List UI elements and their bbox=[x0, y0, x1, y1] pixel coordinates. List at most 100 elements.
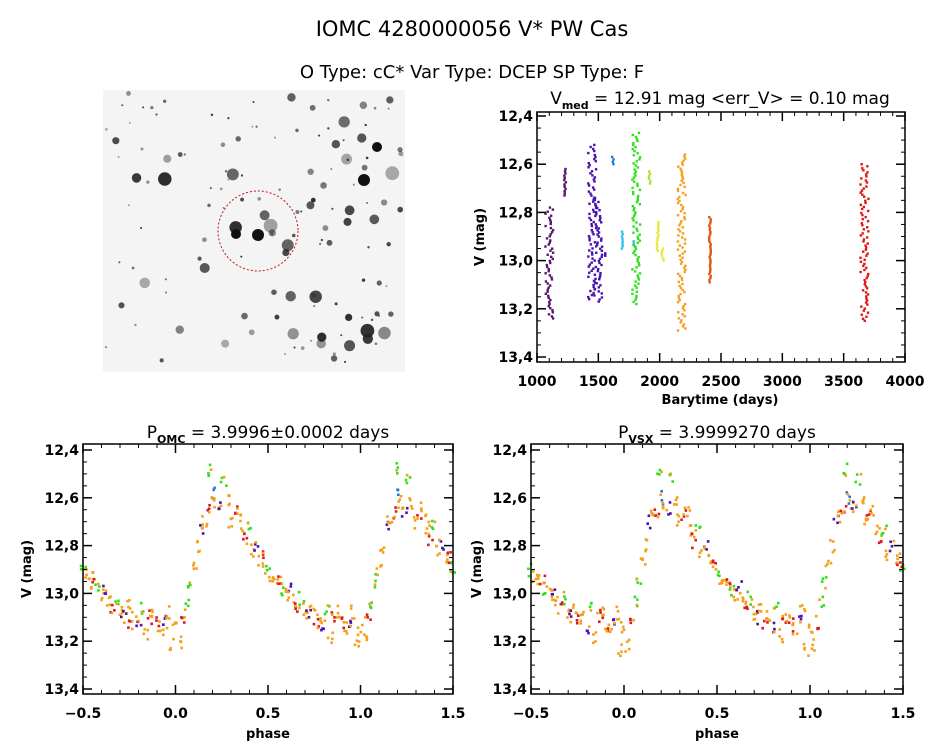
data-point bbox=[549, 214, 553, 217]
data-point bbox=[647, 514, 651, 518]
data-point bbox=[681, 252, 684, 255]
data-point bbox=[667, 513, 670, 516]
timeseries-xlabel: Barytime (days) bbox=[662, 393, 779, 408]
data-point bbox=[636, 598, 639, 602]
data-point bbox=[660, 499, 664, 502]
data-point bbox=[231, 516, 234, 520]
data-point bbox=[676, 240, 680, 243]
data-point bbox=[362, 633, 366, 636]
data-point bbox=[631, 205, 635, 208]
data-point bbox=[636, 182, 639, 185]
data-point bbox=[865, 315, 868, 318]
data-point bbox=[205, 525, 208, 528]
data-point bbox=[838, 520, 842, 524]
data-point bbox=[579, 619, 583, 623]
data-point bbox=[192, 564, 195, 567]
data-point bbox=[395, 462, 399, 465]
data-point bbox=[872, 514, 875, 517]
star bbox=[164, 278, 167, 281]
data-point bbox=[547, 267, 551, 271]
data-point bbox=[353, 643, 357, 647]
data-point bbox=[596, 229, 599, 232]
data-point bbox=[679, 262, 683, 265]
star bbox=[386, 96, 394, 104]
data-point bbox=[593, 280, 596, 283]
data-point bbox=[676, 272, 680, 276]
data-point bbox=[298, 603, 302, 607]
data-point bbox=[587, 235, 591, 238]
data-point bbox=[102, 584, 105, 588]
star bbox=[361, 164, 368, 171]
data-point bbox=[394, 510, 398, 513]
data-point bbox=[708, 234, 711, 238]
data-point bbox=[594, 168, 598, 171]
data-point bbox=[656, 225, 660, 228]
data-point bbox=[709, 251, 712, 255]
data-point bbox=[683, 290, 686, 294]
data-point bbox=[594, 223, 597, 226]
data-point bbox=[660, 470, 663, 474]
data-point bbox=[863, 268, 866, 272]
x-tick-label: 0.0 bbox=[163, 706, 188, 722]
data-point bbox=[807, 654, 810, 657]
data-point bbox=[611, 160, 614, 163]
data-point bbox=[551, 309, 554, 312]
data-point bbox=[442, 548, 445, 551]
data-point bbox=[709, 268, 712, 271]
data-point bbox=[309, 608, 313, 612]
data-point bbox=[679, 286, 683, 290]
y-tick-label: 13,4 bbox=[44, 682, 79, 698]
data-point bbox=[765, 610, 769, 613]
data-point bbox=[433, 520, 437, 524]
data-point bbox=[637, 282, 640, 285]
data-point bbox=[591, 208, 595, 212]
star bbox=[374, 311, 380, 317]
data-point bbox=[688, 509, 692, 512]
data-point bbox=[680, 179, 683, 183]
data-point bbox=[550, 276, 553, 279]
star bbox=[259, 210, 270, 221]
y-tick-label: 12,6 bbox=[498, 157, 533, 173]
data-point bbox=[820, 580, 824, 583]
data-point bbox=[120, 611, 124, 615]
data-point bbox=[156, 629, 160, 633]
data-point bbox=[861, 213, 864, 217]
data-point bbox=[129, 620, 132, 623]
data-point bbox=[627, 638, 631, 642]
data-point bbox=[550, 231, 554, 234]
data-point bbox=[858, 483, 862, 486]
data-point bbox=[744, 600, 748, 604]
data-point bbox=[684, 264, 687, 267]
data-point bbox=[860, 211, 863, 215]
data-point bbox=[404, 478, 408, 482]
data-point bbox=[596, 269, 600, 273]
star bbox=[310, 197, 316, 203]
star bbox=[385, 285, 388, 288]
data-point bbox=[109, 595, 112, 598]
data-point bbox=[757, 609, 761, 613]
observation-group bbox=[610, 155, 615, 166]
data-point bbox=[368, 605, 372, 608]
data-point bbox=[639, 582, 643, 585]
data-point bbox=[563, 178, 566, 182]
data-point bbox=[613, 621, 616, 625]
data-point bbox=[683, 218, 686, 221]
data-point bbox=[569, 615, 573, 618]
data-point bbox=[294, 607, 297, 611]
omc-phase-chart: POMC = 3.9996±0.0002 days phase V (mag) … bbox=[20, 423, 465, 742]
observation-group bbox=[603, 252, 607, 257]
data-point bbox=[772, 621, 776, 625]
data-point bbox=[681, 246, 684, 249]
data-point bbox=[865, 236, 869, 239]
data-point bbox=[658, 468, 662, 472]
data-point bbox=[821, 577, 825, 581]
data-point bbox=[824, 586, 827, 590]
data-point bbox=[590, 222, 593, 226]
data-point bbox=[620, 650, 623, 654]
data-point bbox=[394, 506, 397, 509]
data-point bbox=[563, 174, 566, 177]
data-point bbox=[679, 321, 682, 324]
data-point bbox=[866, 274, 869, 278]
data-point bbox=[866, 272, 870, 276]
data-point bbox=[344, 629, 348, 633]
